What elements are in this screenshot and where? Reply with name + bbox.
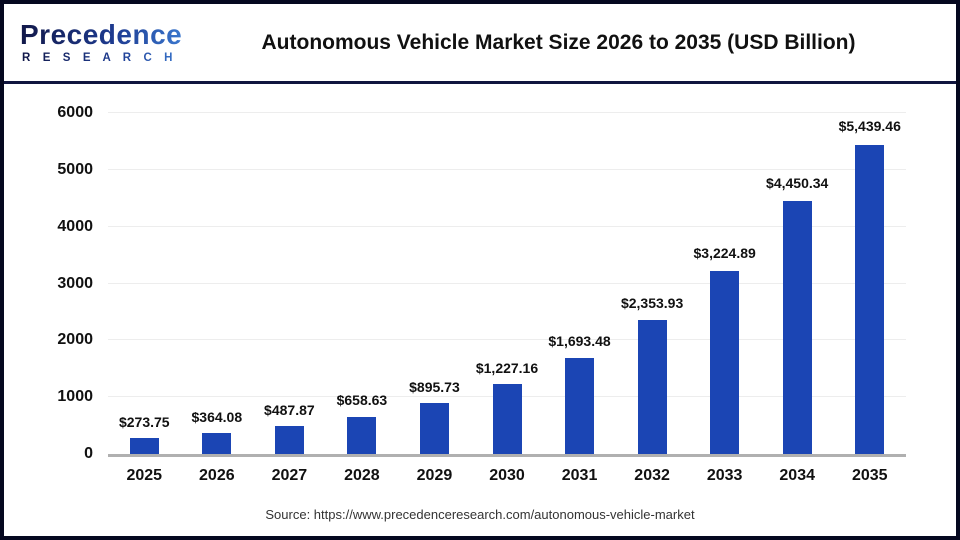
bar-column: $2,353.93 2032 — [616, 113, 689, 484]
brand-name: Precedence — [20, 21, 195, 49]
bar-column: $487.87 2027 — [253, 113, 326, 484]
bar-column: $273.75 2025 — [108, 113, 181, 484]
bar — [492, 384, 522, 454]
x-axis-label: 2032 — [634, 467, 670, 484]
plot-area: $273.75 2025 $364.08 2026 $487.87 2027 $658.63… — [57, 104, 906, 484]
x-axis-label: 2033 — [706, 467, 743, 484]
bar-column: $4,450.34 2034 — [761, 113, 834, 484]
gridline — [108, 112, 906, 113]
bar — [565, 357, 595, 454]
bar-column: $1,693.48 2031 — [543, 113, 616, 484]
x-axis-label: 2029 — [416, 467, 453, 484]
gridline — [108, 225, 906, 227]
source-text: Source: https://www.precedenceresearch.c… — [265, 507, 695, 522]
header: Precedence R E S E A R C H Autonomous Ve… — [4, 4, 956, 84]
y-axis-tick-label: 3000 — [57, 274, 93, 292]
bars-row: $273.75 2025 $364.08 2026 $487.87 2027 $658.63… — [108, 113, 906, 484]
chart-title: Autonomous Vehicle Market Size 2026 to 2… — [261, 30, 856, 54]
bar — [347, 416, 377, 454]
brand-logo: Precedence R E S E A R C H — [20, 21, 195, 65]
bar — [129, 438, 159, 454]
bar — [855, 144, 885, 454]
y-axis-tick-label: 1000 — [57, 388, 93, 406]
bar-column: $658.63 2028 — [326, 113, 399, 484]
x-axis-label: 2025 — [126, 467, 163, 484]
bar-value-label: $273.75 — [118, 414, 170, 431]
brand-subtitle: R E S E A R C H — [22, 52, 195, 64]
y-axis-tick-label: 0 — [84, 445, 93, 462]
y-axis-tick-label: 6000 — [57, 104, 93, 121]
bar — [274, 426, 304, 454]
bar-value-label: $487.87 — [264, 402, 315, 419]
x-axis-label: 2026 — [199, 467, 235, 484]
x-axis-label: 2027 — [271, 467, 308, 484]
gridline — [108, 339, 906, 341]
x-axis-label: 2034 — [779, 467, 815, 484]
x-axis-label: 2030 — [489, 467, 525, 484]
gridline — [108, 282, 906, 284]
bar — [419, 403, 449, 454]
bar — [202, 433, 232, 454]
y-axis-tick-label: 2000 — [57, 331, 93, 349]
bar-column: $895.73 2029 — [398, 113, 471, 484]
bar-value-label: $364.08 — [191, 409, 243, 426]
bar-value-label: $895.73 — [409, 378, 460, 395]
bar-value-label: $1,227.16 — [475, 359, 539, 376]
bar-column: $1,227.16 2030 — [471, 113, 544, 484]
bar-column: $364.08 2026 — [181, 113, 254, 484]
x-axis-label: 2028 — [344, 467, 380, 484]
bar — [782, 201, 812, 454]
bar-column: $5,439.46 2035 — [833, 113, 906, 484]
bar-value-label: $4,450.34 — [766, 174, 829, 191]
bar-value-label: $3,224.89 — [693, 245, 756, 262]
x-axis-label: 2031 — [561, 467, 598, 484]
bar-column: $3,224.89 2033 — [688, 113, 761, 484]
y-axis-tick-label: 5000 — [57, 160, 93, 178]
gridline — [108, 168, 906, 170]
bar-value-label: $1,693.48 — [548, 332, 611, 349]
bar-value-label: $5,439.46 — [838, 118, 901, 135]
bar-value-label: $658.63 — [336, 392, 388, 409]
bar-value-label: $2,353.93 — [620, 295, 684, 312]
y-axis-tick-label: 4000 — [57, 217, 93, 235]
bar — [710, 270, 740, 454]
x-axis-label: 2035 — [851, 467, 888, 484]
bar — [637, 320, 667, 454]
